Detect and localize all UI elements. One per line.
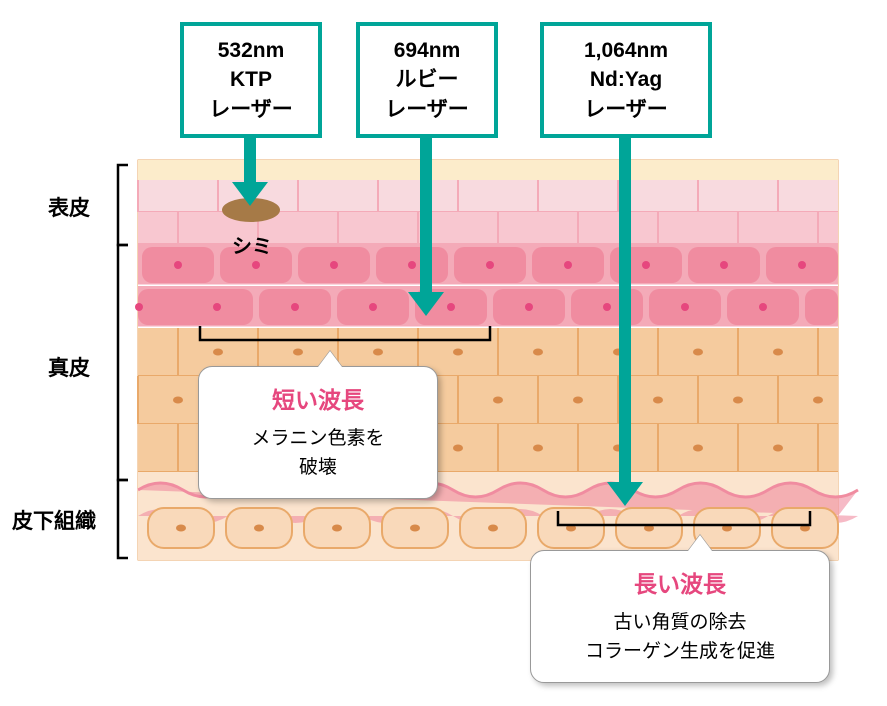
callout-title: 短い波長 <box>219 381 417 415</box>
laser-type: レーザー <box>198 95 304 124</box>
laser-box-1: 694nmルビーレーザー <box>356 22 498 138</box>
laser-name: ルビー <box>374 65 480 94</box>
laser-wavelength: 1,064nm <box>558 36 694 65</box>
laser-type: レーザー <box>374 95 480 124</box>
laser-type: レーザー <box>558 95 694 124</box>
laser-box-0: 532nmKTPレーザー <box>180 22 322 138</box>
layer-label-1: 真皮 <box>48 352 90 382</box>
callout-short-wavelength: 短い波長メラニン色素を破壊 <box>198 366 438 499</box>
melanin-spot <box>222 198 280 222</box>
layer-label-0: 表皮 <box>48 192 90 222</box>
laser-box-2: 1,064nmNd:Yagレーザー <box>540 22 712 138</box>
callout-long-wavelength: 長い波長古い角質の除去コラーゲン生成を促進 <box>530 550 830 683</box>
callout-title: 長い波長 <box>551 565 809 599</box>
spot-label: シミ <box>232 230 272 259</box>
callout-pointer <box>688 535 712 551</box>
callout-desc: 古い角質の除去コラーゲン生成を促進 <box>551 609 809 666</box>
laser-name: KTP <box>198 65 304 94</box>
callout-desc: メラニン色素を破壊 <box>219 425 417 482</box>
laser-wavelength: 694nm <box>374 36 480 65</box>
laser-name: Nd:Yag <box>558 65 694 94</box>
callout-pointer <box>318 351 342 367</box>
laser-skin-diagram: 表皮真皮皮下組織 シミ 短い波長メラニン色素を破壊長い波長古い角質の除去コラーゲ… <box>0 0 887 706</box>
laser-wavelength: 532nm <box>198 36 304 65</box>
layer-label-2: 皮下組織 <box>12 505 96 535</box>
